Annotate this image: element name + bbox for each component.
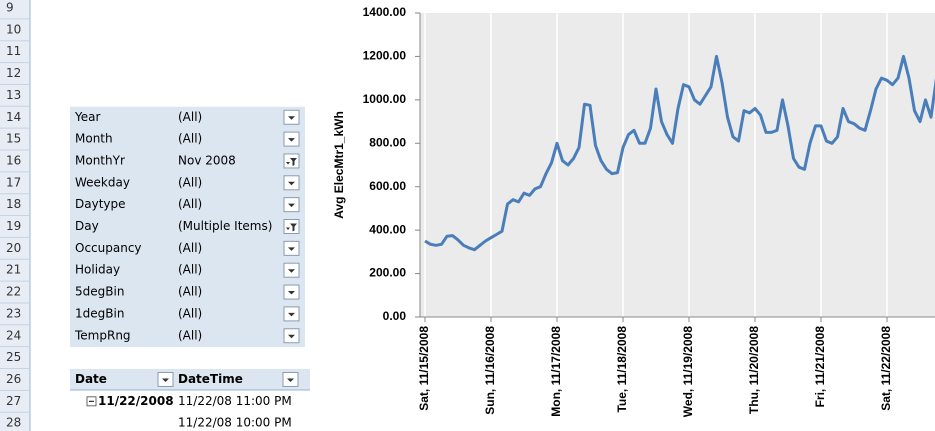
filter-field: Year <box>74 110 100 124</box>
row-number: 21 <box>6 263 21 277</box>
pivot-dropdown-arrow <box>287 378 294 382</box>
filter-value: (All) <box>178 285 202 299</box>
filter-dropdown-funnel <box>290 223 297 232</box>
row-number: 24 <box>6 328 21 342</box>
filter-value: (All) <box>178 175 202 189</box>
filter-dropdown-arrow <box>288 334 295 339</box>
filter-dropdown-arrow <box>288 116 295 120</box>
row-number: 25 <box>6 350 21 364</box>
filter-field: 1degBin <box>75 306 124 320</box>
y-tick-label: 1000.00 <box>363 92 407 106</box>
filter-value: (All) <box>178 263 202 277</box>
y-tick-label: 600.00 <box>369 179 406 193</box>
y-tick-label: 1200.00 <box>363 49 407 63</box>
row-number: 12 <box>6 66 21 80</box>
filter-value: (All) <box>178 241 202 255</box>
x-tick-label: Thu, 11/20/2008 <box>747 326 761 414</box>
row-number: 20 <box>6 241 21 255</box>
filter-value: (All) <box>178 110 202 124</box>
filter-dropdown-arrow <box>288 203 295 208</box>
row-number: 17 <box>6 175 21 189</box>
row-number: 10 <box>6 22 21 36</box>
filter-value: (Multiple Items) <box>178 219 272 233</box>
y-tick-label: 400.00 <box>369 222 406 236</box>
filter-field: TempRng <box>74 328 131 342</box>
filter-dropdown-arrow <box>288 312 295 317</box>
y-tick-label: 200.00 <box>369 266 406 280</box>
row-number: 14 <box>6 110 21 124</box>
plot-area <box>420 13 935 317</box>
pivot-dropdown-arrow <box>162 378 169 382</box>
y-tick-label: 0.00 <box>383 309 407 323</box>
x-tick-label: Fri, 11/21/2008 <box>813 326 827 408</box>
x-tick-label: Sat, 11/22/2008 <box>879 326 893 411</box>
filter-area <box>70 106 305 348</box>
filter-dropdown-funnel <box>290 157 297 166</box>
filter-dropdown-arrow <box>286 161 290 165</box>
pivot-date: 11/22/2008 <box>98 394 174 408</box>
y-tick-label: 800.00 <box>369 135 406 149</box>
filter-field: Holiday <box>75 263 120 277</box>
pivot-datetime: 11/22/08 11:00 PM <box>178 394 292 408</box>
row-number: 28 <box>6 416 21 430</box>
filter-field: Day <box>75 219 99 233</box>
filter-dropdown-arrow <box>288 291 295 295</box>
row-number: 18 <box>6 197 21 211</box>
x-tick-label: Wed, 11/19/2008 <box>681 326 695 418</box>
x-tick-label: Tue, 11/18/2008 <box>615 326 629 413</box>
row-number: 11 <box>6 44 21 58</box>
pivot-header: Date <box>75 372 107 386</box>
filter-dropdown-arrow <box>288 269 295 273</box>
filter-field: MonthYr <box>75 153 125 167</box>
pivot-header-bg <box>70 368 310 390</box>
pivot-header: DateTime <box>178 372 243 386</box>
filter-value: (All) <box>178 132 202 146</box>
row-number: 23 <box>6 306 21 320</box>
filter-value: (All) <box>178 306 202 320</box>
filter-field: Occupancy <box>75 241 142 255</box>
x-tick-label: Sun, 11/16/2008 <box>483 326 497 415</box>
filter-value: (All) <box>178 328 202 342</box>
row-number: 13 <box>6 88 21 102</box>
filter-dropdown[interactable] <box>283 219 300 234</box>
filter-dropdown-arrow <box>288 247 295 251</box>
data-line <box>424 54 935 252</box>
filter-field: 5degBin <box>75 285 124 299</box>
row-number: 16 <box>6 153 21 167</box>
filter-value: (All) <box>178 197 202 211</box>
row-number: 26 <box>6 372 21 386</box>
filter-value: Nov 2008 <box>178 153 236 167</box>
filter-field: Month <box>75 132 113 146</box>
row-number: 15 <box>6 132 21 146</box>
filter-dropdown-arrow <box>288 138 295 142</box>
pivot-datetime: 11/22/08 10:00 PM <box>178 416 292 430</box>
filter-dropdown-arrow <box>286 227 290 230</box>
y-tick-label: 1400.00 <box>363 5 407 19</box>
filter-field: Daytype <box>75 197 126 211</box>
filter-field: Weekday <box>75 175 130 189</box>
filter-dropdown[interactable] <box>283 153 300 169</box>
filter-dropdown-arrow <box>288 181 295 186</box>
row-number: 19 <box>6 219 21 233</box>
y-axis-title: Avg ElecMtr1_kWh <box>332 111 346 219</box>
x-tick-label: Sat, 11/15/2008 <box>417 326 431 411</box>
x-tick-label: Mon, 11/17/2008 <box>549 326 563 417</box>
row-number: 22 <box>6 285 21 299</box>
row-number: 9 <box>6 1 14 15</box>
row-number: 27 <box>6 394 21 408</box>
